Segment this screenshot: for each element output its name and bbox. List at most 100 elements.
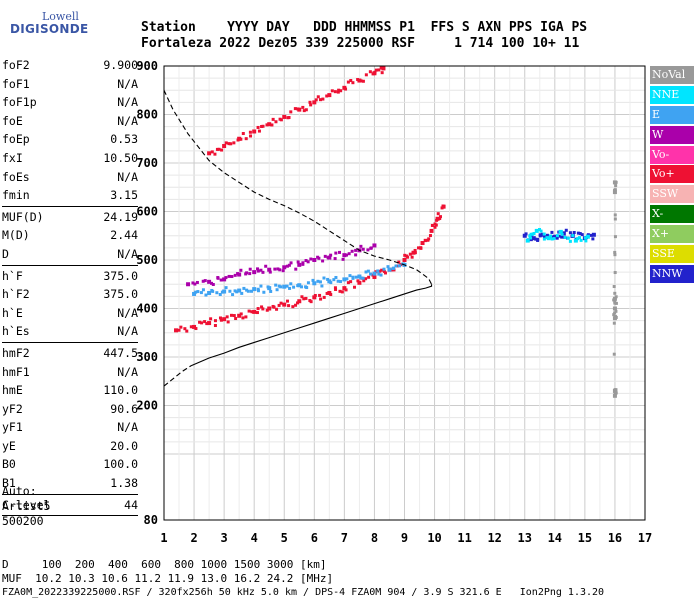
legend-item: Vo-: [650, 145, 694, 164]
legend-item: W: [650, 125, 694, 144]
data-point: [424, 239, 428, 243]
data-point: [306, 260, 310, 264]
data-point: [571, 234, 575, 238]
data-point: [224, 286, 228, 290]
data-point: [279, 285, 283, 289]
data-point: [248, 272, 252, 276]
data-point: [349, 79, 353, 83]
param-name: yF2: [2, 401, 23, 416]
data-point: [557, 234, 561, 238]
data-point: [349, 280, 353, 284]
x-tick-label: 15: [578, 531, 592, 545]
data-point: [372, 274, 377, 279]
data-point: [377, 272, 381, 276]
data-point: [226, 320, 230, 324]
param-value: 375.0: [103, 268, 138, 283]
auto-version: 500200: [2, 514, 44, 528]
param-name: C-level: [2, 497, 51, 512]
data-point: [613, 271, 617, 275]
param-value: 110.0: [103, 383, 138, 398]
auto-label: Auto:: [2, 484, 37, 498]
data-point: [583, 236, 587, 240]
data-point: [589, 233, 593, 237]
data-point: [367, 275, 371, 279]
data-point: [218, 292, 222, 296]
data-point: [333, 90, 337, 94]
data-point: [366, 269, 370, 273]
data-point: [386, 265, 390, 269]
data-point: [364, 73, 368, 77]
param-value: 100.0: [103, 457, 138, 472]
x-tick-label: 3: [221, 531, 228, 545]
data-point: [379, 66, 383, 70]
data-point: [318, 280, 322, 284]
data-point: [261, 270, 265, 274]
data-point: [354, 253, 358, 257]
param-row: foF2 9.900: [2, 56, 138, 75]
data-point: [217, 147, 221, 151]
data-point: [614, 295, 618, 299]
data-point: [383, 271, 387, 275]
data-point: [222, 289, 227, 294]
data-point: [612, 313, 616, 317]
param-name: B1: [2, 476, 16, 491]
data-point: [199, 291, 203, 295]
data-point: [578, 232, 582, 236]
data-point: [196, 290, 200, 294]
data-point: [252, 287, 257, 292]
data-point: [354, 248, 358, 252]
data-point: [213, 319, 217, 323]
param-name: D: [2, 246, 9, 261]
data-point: [232, 141, 236, 145]
data-point: [441, 204, 446, 209]
data-point: [219, 278, 223, 282]
data-point: [211, 282, 215, 286]
profile-dashed-low-curve: [163, 365, 192, 387]
data-point: [271, 117, 275, 121]
data-point: [311, 278, 315, 282]
data-point: [612, 298, 616, 302]
y-tick-label: 300: [136, 350, 158, 364]
data-point: [239, 137, 243, 141]
data-point: [612, 316, 617, 321]
data-point: [524, 232, 528, 236]
data-point: [200, 321, 204, 325]
plot-frame: [163, 65, 646, 521]
data-point: [302, 109, 306, 113]
data-point: [372, 271, 377, 276]
data-point: [257, 129, 261, 133]
param-value: N/A: [117, 305, 138, 320]
param-row: yF1 N/A: [2, 418, 138, 437]
data-point: [242, 286, 246, 290]
param-row: B0 100.0: [2, 455, 138, 474]
data-point: [287, 263, 291, 267]
param-row: foE N/A: [2, 112, 138, 131]
data-point: [228, 289, 232, 293]
data-point: [312, 100, 317, 105]
data-point: [205, 322, 209, 326]
legend-item: X+: [650, 225, 694, 244]
data-point: [297, 262, 302, 267]
data-point: [210, 150, 214, 154]
data-point: [361, 276, 365, 280]
data-point: [429, 228, 434, 233]
data-point: [411, 250, 416, 255]
data-point: [322, 276, 326, 280]
data-point: [568, 231, 572, 235]
data-point: [351, 276, 355, 280]
data-point: [233, 273, 237, 277]
data-point: [237, 136, 242, 141]
data-point: [185, 329, 189, 333]
data-point: [337, 88, 341, 92]
data-point: [534, 237, 538, 241]
param-separator: [2, 264, 138, 266]
param-value: N/A: [117, 113, 138, 128]
data-point: [339, 280, 343, 284]
data-point: [525, 238, 530, 243]
data-point: [329, 281, 333, 285]
data-point: [309, 257, 313, 261]
data-point: [274, 120, 278, 124]
data-point: [252, 129, 257, 134]
param-separator: [2, 493, 138, 495]
data-point: [224, 141, 228, 145]
